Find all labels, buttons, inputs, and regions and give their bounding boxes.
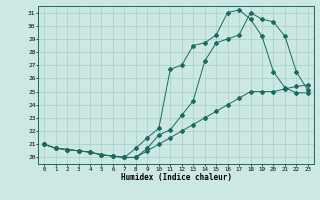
- X-axis label: Humidex (Indice chaleur): Humidex (Indice chaleur): [121, 173, 231, 182]
